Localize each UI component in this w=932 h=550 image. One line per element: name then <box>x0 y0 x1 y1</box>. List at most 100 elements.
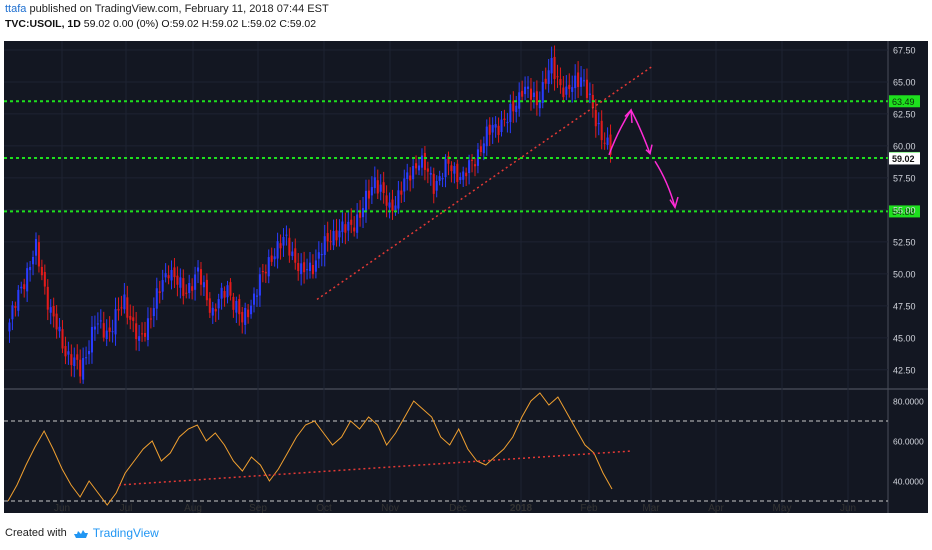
candle-body <box>49 307 52 313</box>
oscillator: 80.0000 60.0000 40.0000 <box>4 392 924 506</box>
candle-body <box>364 190 368 212</box>
candle-body <box>335 230 338 241</box>
price-axis[interactable] <box>888 41 928 513</box>
candles <box>8 45 612 384</box>
candle-body <box>580 77 583 87</box>
candle-body <box>568 84 571 90</box>
candle-body <box>403 178 406 192</box>
candle-body <box>432 173 435 194</box>
candle-body <box>238 299 241 315</box>
candle-body <box>120 307 123 309</box>
candle-body <box>565 86 568 95</box>
candle-body <box>155 288 158 309</box>
candle-body <box>308 262 312 272</box>
time-tick-label: Sep <box>249 503 267 514</box>
candle-body <box>585 79 588 98</box>
author-link[interactable]: ttafa <box>5 3 27 15</box>
candle-body <box>87 350 91 355</box>
time-tick-label: Apr <box>708 503 724 514</box>
candle-body <box>217 299 220 309</box>
candle-body <box>264 271 267 274</box>
footer: Created with TradingView <box>5 526 159 540</box>
candle-body <box>158 291 161 294</box>
candle-body <box>247 309 250 318</box>
candle-body <box>152 308 155 317</box>
candle-body <box>194 274 197 290</box>
candle-body <box>20 286 23 289</box>
candle-body <box>518 92 521 109</box>
candle-body <box>388 202 391 208</box>
candle-body <box>123 294 126 310</box>
candle-body <box>553 56 556 80</box>
candle-body <box>394 205 397 210</box>
candle-body <box>476 149 479 166</box>
candle-body <box>226 285 229 298</box>
candle-body <box>441 177 444 180</box>
candle-body <box>61 329 64 349</box>
candle-body <box>46 286 49 310</box>
candle-body <box>479 146 482 153</box>
quote-label: 59.02 0.00 (0%) O:59.02 H:59.02 L:59.02 … <box>83 18 317 30</box>
tradingview-logo[interactable]: TradingView <box>73 526 159 540</box>
candle-body <box>141 333 144 335</box>
candle-body <box>606 137 609 145</box>
candle-body <box>82 358 85 380</box>
candle-body <box>350 219 353 225</box>
time-tick-label: Feb <box>580 503 598 514</box>
time-tick-label: Dec <box>449 503 467 514</box>
candle-body <box>176 275 179 285</box>
candle-body <box>370 187 373 196</box>
candle-body <box>544 78 547 84</box>
candle-body <box>429 172 432 175</box>
candle-body <box>244 307 247 325</box>
candle-body <box>512 100 515 112</box>
candle-body <box>459 176 462 181</box>
time-tick-labels: Jun Jul Aug Sep Oct Nov Dec 2018 Feb Mar Apr May Jun <box>54 503 856 514</box>
candle-body <box>85 357 88 359</box>
candle-body <box>306 269 309 271</box>
candle-body <box>397 190 400 209</box>
candle-body <box>382 182 385 194</box>
oscillator-pane[interactable] <box>4 389 888 513</box>
candle-body <box>582 80 586 82</box>
candle-body <box>300 263 303 275</box>
candle-body <box>344 224 347 233</box>
candle-body <box>143 332 147 337</box>
candle-body <box>462 171 465 180</box>
candle-body <box>232 296 235 310</box>
candle-body <box>102 323 105 338</box>
candle-body <box>526 86 530 89</box>
candle-body <box>270 255 273 262</box>
candle-body <box>491 125 494 133</box>
candle-body <box>58 326 61 332</box>
price-tick-label: 50.00 <box>893 269 916 279</box>
candle-body <box>26 268 29 292</box>
candle-body <box>214 308 217 312</box>
candle-body <box>255 295 258 297</box>
price-tick-label: 57.50 <box>893 173 916 183</box>
candle-body <box>164 273 167 278</box>
price-pane[interactable] <box>4 41 888 389</box>
candle-body <box>93 326 96 330</box>
trend-drawings <box>316 65 679 301</box>
candle-body <box>173 267 176 278</box>
candle-body <box>135 323 138 340</box>
candle-body <box>111 331 114 333</box>
time-tick-label: Nov <box>381 503 399 514</box>
candle-body <box>367 190 370 199</box>
candle-body <box>199 269 203 285</box>
candle-body <box>409 175 412 181</box>
candle-body <box>356 214 359 233</box>
candle-body <box>494 124 497 128</box>
candle-body <box>471 159 474 161</box>
candle-body <box>40 266 43 276</box>
candle-body <box>267 257 270 277</box>
level-label: 63.49 <box>892 97 915 107</box>
last-price-label: 59.02 <box>892 154 915 164</box>
candle-body <box>37 242 40 267</box>
candle-body <box>288 237 291 256</box>
candle-body <box>574 75 577 89</box>
candle-body <box>90 326 94 353</box>
candle-body <box>146 318 149 341</box>
